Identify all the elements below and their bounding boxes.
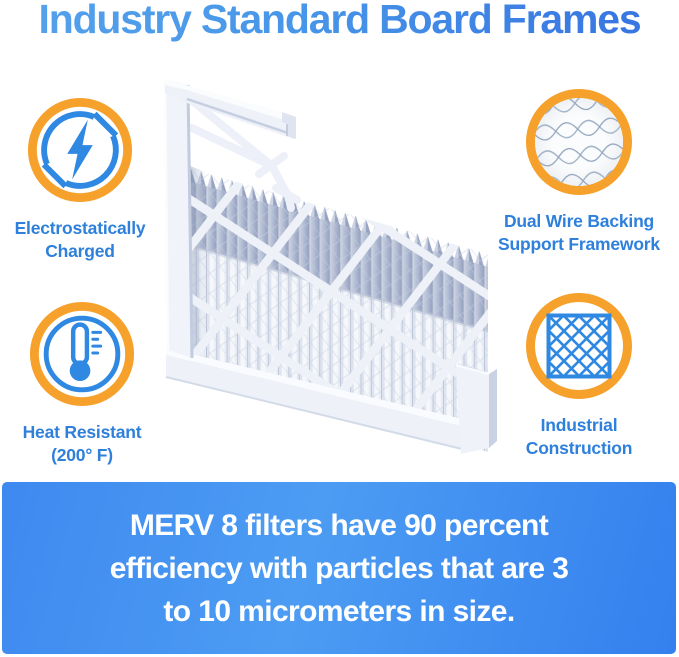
banner-line: MERV 8 filters have 90 percent xyxy=(129,508,549,542)
feature-label-line: (200° F) xyxy=(51,445,113,465)
lightning-icon xyxy=(27,97,133,203)
banner-line: efficiency with particles that are 3 xyxy=(109,551,569,585)
feature-dual-wire-backing: Dual Wire Backing Support Framework xyxy=(494,87,664,256)
air-filter-illustration xyxy=(163,78,497,454)
info-banner: MERV 8 filters have 90 percent efficienc… xyxy=(2,482,676,654)
filter-top-rail xyxy=(165,79,296,139)
feature-industrial-construction: Industrial Construction xyxy=(494,291,664,460)
feature-label-line: Heat Resistant xyxy=(22,422,142,442)
feature-heat-resistant: Heat Resistant (200° F) xyxy=(0,300,167,467)
feature-label: Heat Resistant (200° F) xyxy=(23,421,142,467)
wire-mesh-icon xyxy=(526,89,632,195)
feature-label-line: Electrostatically xyxy=(14,218,146,238)
filter-bottom-rail xyxy=(165,348,466,450)
feature-label: Industrial Construction xyxy=(525,414,633,460)
feature-label: Electrostatically Charged xyxy=(15,217,146,263)
feature-label-line: Charged xyxy=(45,241,115,261)
feature-label-line: Industrial xyxy=(540,415,618,435)
feature-label: Dual Wire Backing Support Framework xyxy=(498,210,660,256)
frame-corner-lattice xyxy=(186,95,301,212)
banner-line: to 10 micrometers in size. xyxy=(163,594,515,628)
feature-label-line: Construction xyxy=(525,438,633,458)
feature-label-line: Dual Wire Backing xyxy=(503,211,655,231)
feature-electrostatically-charged: Electrostatically Charged xyxy=(0,96,165,263)
thermometer-icon xyxy=(29,301,135,407)
page-title: Industry Standard Board Frames xyxy=(0,0,679,44)
air-filter-image xyxy=(150,70,505,470)
feature-label-line: Support Framework xyxy=(498,234,660,254)
filter-end-cap xyxy=(455,363,497,454)
lattice-grid-icon xyxy=(526,293,632,399)
filter-left-frame xyxy=(163,78,194,359)
